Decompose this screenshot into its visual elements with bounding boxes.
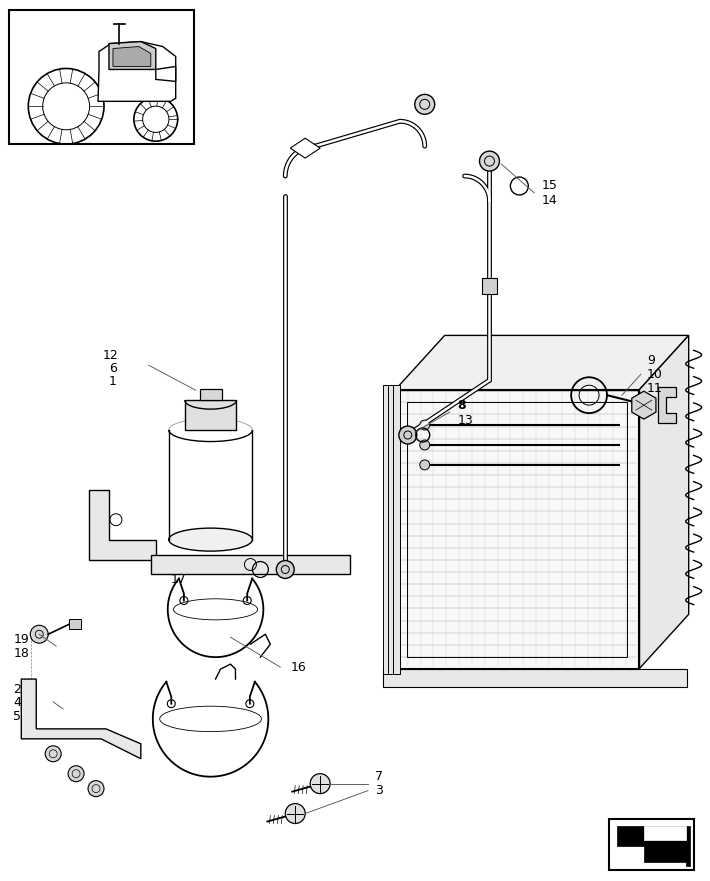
Circle shape [420,460,430,470]
Circle shape [276,560,294,579]
Text: 11: 11 [647,381,662,395]
Bar [383,385,390,674]
Circle shape [420,420,430,430]
Bar [383,669,687,687]
Text: 16: 16 [290,661,306,674]
Bar [395,390,639,669]
Bar [393,385,400,674]
Circle shape [45,746,61,762]
Bar [388,385,395,674]
Polygon shape [644,826,686,840]
Circle shape [31,626,48,643]
Circle shape [479,152,499,171]
Circle shape [415,94,435,115]
Text: 15: 15 [541,180,557,193]
Polygon shape [89,490,155,559]
Polygon shape [657,388,676,423]
Circle shape [68,766,84,781]
Text: 2: 2 [13,683,21,695]
Bar [69,619,81,629]
Polygon shape [639,336,689,669]
Bar [185,400,236,430]
Text: 9: 9 [647,354,655,366]
Bar [609,818,694,870]
Polygon shape [632,391,656,419]
Bar [200,389,222,400]
Text: 19: 19 [13,633,29,646]
Text: 13: 13 [458,413,474,426]
Text: 10: 10 [647,367,662,381]
Text: 7: 7 [375,770,383,783]
Text: 18: 18 [13,647,29,660]
Polygon shape [151,554,350,574]
Text: 4: 4 [13,697,21,709]
Polygon shape [617,826,689,866]
Bar [9,10,194,144]
Text: 8: 8 [458,398,466,411]
Text: 6: 6 [109,362,117,374]
Polygon shape [155,66,175,81]
Bar [481,278,498,293]
Polygon shape [98,41,175,101]
Text: 5: 5 [13,710,21,723]
Text: 12: 12 [103,349,119,362]
Text: 1: 1 [109,374,117,388]
Ellipse shape [169,528,252,552]
Text: 14: 14 [541,195,557,207]
Circle shape [285,803,305,824]
Text: 3: 3 [375,784,383,797]
Circle shape [420,440,430,450]
Text: 17: 17 [170,573,187,586]
Polygon shape [109,41,155,70]
Polygon shape [21,679,141,759]
Polygon shape [290,138,320,158]
Polygon shape [395,336,689,390]
Circle shape [88,781,104,796]
Bar [407,402,627,657]
Circle shape [310,774,330,794]
Bar [395,390,639,669]
Circle shape [399,426,417,444]
Polygon shape [113,47,151,66]
